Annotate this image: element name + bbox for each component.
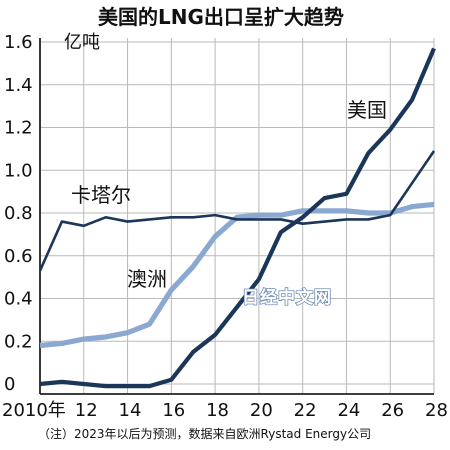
y-tick-label: 0.8 [4, 203, 33, 224]
x-tick-label: 20 [250, 400, 273, 421]
x-tick-label: 22 [294, 400, 317, 421]
y-tick-label: 0.6 [4, 246, 33, 267]
series-line-qatar [38, 150, 436, 272]
series-label-us: 美国 [347, 98, 387, 122]
y-tick-label: 0.4 [4, 289, 33, 310]
x-tick-label: 18 [206, 400, 229, 421]
x-tick-label: 12 [75, 400, 98, 421]
x-tick-label: 26 [381, 400, 404, 421]
y-tick-label: 1.4 [4, 75, 33, 96]
label-layer: 亿吨 美国 卡塔尔 澳洲 日经中文网 [64, 32, 387, 309]
y-tick-label: 1.0 [4, 160, 33, 181]
watermark-label: 日经中文网 [242, 287, 332, 308]
x-tick-label: 16 [162, 400, 185, 421]
series-label-qatar: 卡塔尔 [71, 183, 131, 207]
y-tick-label: 0 [4, 374, 15, 395]
y-axis-unit-label: 亿吨 [64, 32, 100, 53]
y-tick-label: 1.2 [4, 118, 33, 139]
series-layer [38, 47, 436, 389]
series-line-us [39, 47, 436, 389]
y-tick-label: 0.2 [4, 331, 33, 352]
y-tick-label: 1.6 [4, 32, 33, 53]
x-tick-label: 24 [337, 400, 360, 421]
chart-note: （注）2023年以后为预测，数据来自欧洲Rystad Energy公司 [38, 427, 372, 441]
series-label-australia: 澳洲 [127, 267, 167, 291]
axis-layer: 0 0.2 0.4 0.6 0.8 1.0 1.2 1.4 1.6 2010年 12 14 16 18 20… [2, 32, 448, 421]
x-tick-label: 2010年 [2, 400, 66, 421]
x-tick-label: 14 [119, 400, 142, 421]
chart-title: 美国的LNG出口呈扩大趋势 [98, 5, 344, 29]
x-tick-label: 28 [425, 400, 448, 421]
series-line-australia [39, 201, 435, 349]
